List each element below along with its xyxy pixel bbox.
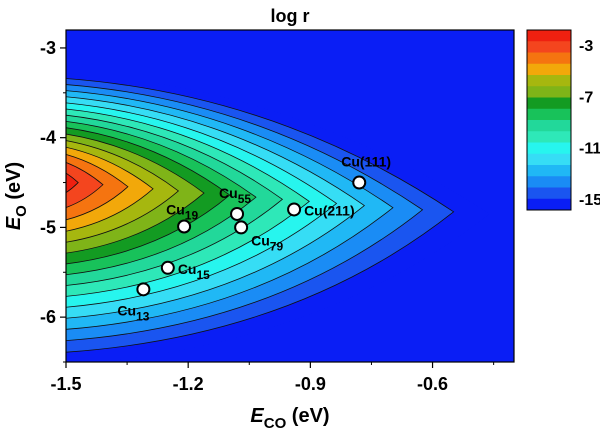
colorbar-swatch [527,142,571,155]
colorbar-swatch [527,108,571,121]
colorbar-swatch [527,131,571,143]
contour-band [66,172,79,193]
colorbar-tick-label: -11 [579,141,600,158]
data-point-label: Cu55 [219,185,251,206]
data-point-label: Cu(211) [304,202,355,218]
y-tick-label: -5 [40,217,56,237]
data-point-label: Cu(111) [341,154,391,170]
colorbar-swatch [527,97,571,110]
x-tick-label: -1.5 [50,374,81,394]
colorbar-frame [526,29,572,211]
colorbar-tick-label: -15 [579,192,600,209]
colorbar-swatch [527,63,571,76]
data-point-marker [230,206,245,221]
data-point-label: Cu15 [178,261,210,282]
contour-band [66,162,104,208]
colorbar-tick-label: -3 [579,38,593,55]
data-point-marker [177,219,192,234]
y-tick-label: -3 [40,38,56,58]
data-point-label: Cu13 [117,302,149,323]
data-point-marker [287,202,302,217]
x-tick-label: -1.2 [173,374,204,394]
colorbar-swatch [527,176,571,188]
colorbar-swatch [527,41,571,53]
colorbar-swatch [527,187,571,200]
chart-title: log r [271,6,310,26]
y-axis-label: EO (eV) [3,162,30,230]
colorbar-swatch [527,86,571,98]
colorbar-swatch [527,30,571,42]
x-tick-label: -0.9 [295,374,326,394]
colorbar-swatch [527,120,571,132]
colorbar-tick-label: -7 [579,89,593,106]
data-point-marker [136,282,151,297]
y-tick-label: -6 [40,307,56,327]
colorbar-swatch [527,198,571,211]
x-tick-label: -0.6 [417,374,448,394]
x-axis-label: ECO (eV) [250,405,329,430]
data-point-marker [160,260,175,275]
plot-frame [65,29,515,363]
data-point-label: Cu19 [166,202,198,223]
colorbar-swatch [527,153,571,166]
colorbar-swatch [527,52,571,65]
data-point-marker [234,220,249,235]
y-tick-label: -4 [40,128,56,148]
colorbar-swatch [527,75,571,87]
data-point-label: Cu79 [251,232,283,253]
data-point-marker [352,175,367,190]
colorbar-swatch [527,165,571,177]
